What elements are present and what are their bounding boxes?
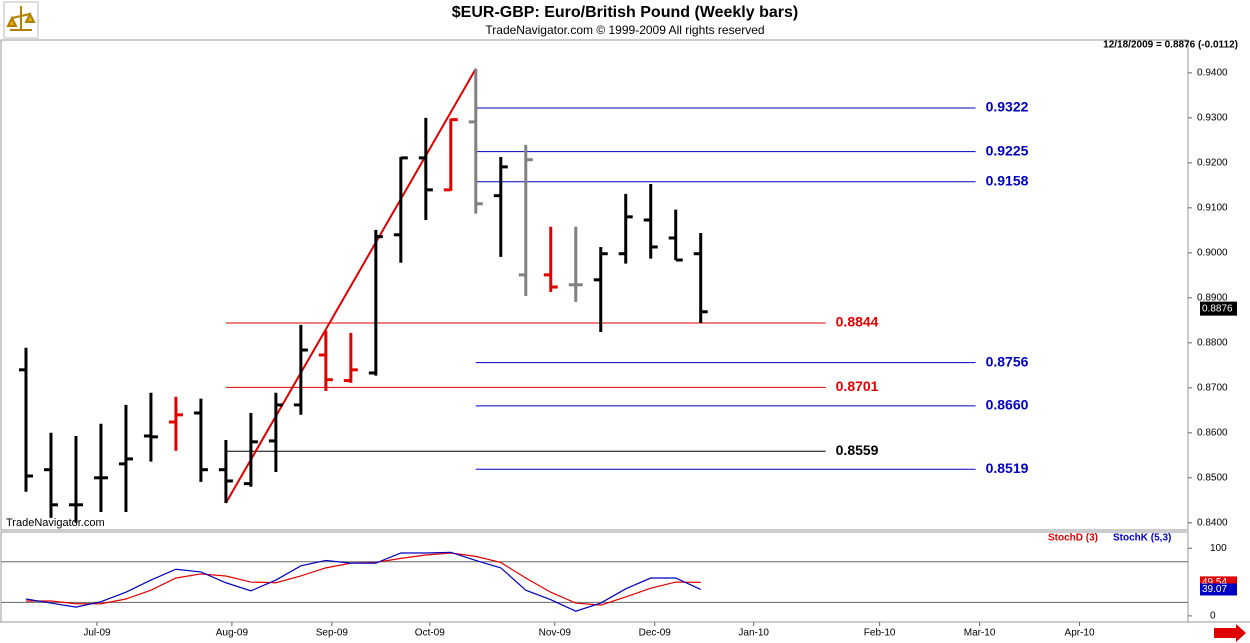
y-tick-label: 100 — [1210, 543, 1227, 554]
x-tick-label: Jan-10 — [738, 628, 769, 639]
x-tick-label: Oct-09 — [415, 628, 445, 639]
y-tick-label: 0.8800 — [1197, 337, 1228, 348]
last-value-label: 49.54 — [1202, 577, 1227, 588]
logo — [3, 1, 39, 39]
price-panel — [0, 39, 1189, 531]
x-tick-label: Nov-09 — [539, 628, 572, 639]
watermark: TradeNavigator.com — [6, 517, 105, 529]
y-tick-label: 0.8500 — [1197, 472, 1228, 483]
level-label: 0.8756 — [986, 353, 1029, 369]
level-label: 0.8559 — [836, 442, 879, 458]
legend-entry: StochD (3) — [1048, 533, 1098, 544]
y-tick-label: 0 — [1210, 611, 1216, 622]
trendline — [225, 68, 477, 504]
y-tick-label: 0.9000 — [1197, 247, 1228, 258]
scroll-arrow[interactable] — [1214, 624, 1246, 642]
x-tick-label: Feb-10 — [864, 628, 896, 639]
y-tick-label: 0.8600 — [1197, 427, 1228, 438]
y-tick-label: 0.9100 — [1197, 202, 1228, 213]
level-label: 0.8660 — [986, 397, 1029, 413]
x-tick-label: Dec-09 — [639, 628, 672, 639]
last-value-label: 39.07 — [1202, 584, 1227, 595]
x-tick-label: Sep-09 — [316, 628, 349, 639]
x-tick-label: Aug-09 — [216, 628, 249, 639]
level-label: 0.8844 — [836, 314, 879, 330]
last-price-box — [1200, 301, 1237, 316]
x-tick-label: Jul-09 — [83, 628, 111, 639]
level-label: 0.9225 — [986, 142, 1029, 158]
last-price-label: 0.8876 — [1202, 303, 1233, 314]
last-value-box — [1200, 583, 1237, 596]
y-tick-label: 0.9300 — [1197, 112, 1228, 123]
x-tick-label: Mar-10 — [964, 628, 996, 639]
x-tick-label: Apr-10 — [1065, 628, 1095, 639]
chart-title: $EUR-GBP: Euro/British Pound (Weekly bar… — [452, 4, 798, 21]
level-label: 0.8519 — [986, 460, 1029, 476]
level-label: 0.9158 — [986, 172, 1029, 188]
level-label: 0.9322 — [986, 99, 1029, 115]
level-label: 0.8701 — [836, 378, 879, 394]
status: 12/18/2009 = 0.8876 (-0.0112) — [1103, 40, 1238, 51]
y-tick-label: 0.8900 — [1197, 292, 1228, 303]
y-tick-label: 0.8700 — [1197, 382, 1228, 393]
stoch-line — [25, 551, 701, 612]
y-tick-label: 0.8400 — [1197, 517, 1228, 528]
legend-entry: StochK (5,3) — [1113, 533, 1171, 544]
subtitle: TradeNavigator.com © 1999-2009 All right… — [485, 23, 764, 37]
y-tick-label: 0.9400 — [1197, 67, 1228, 78]
y-tick-label: 0.9200 — [1197, 157, 1228, 168]
